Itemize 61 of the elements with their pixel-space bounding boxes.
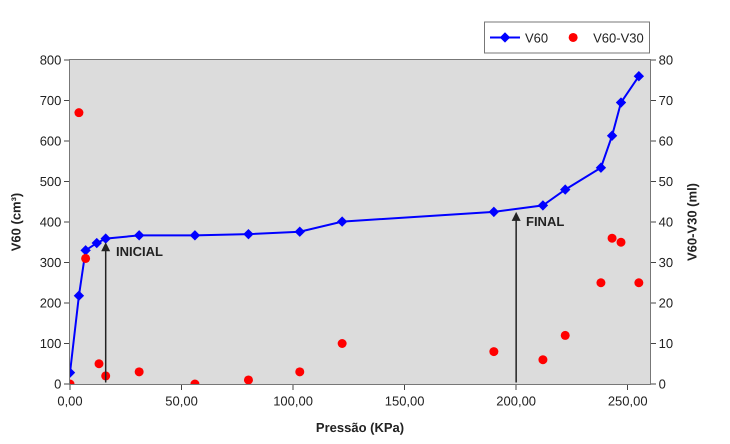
point bbox=[92, 238, 102, 248]
point bbox=[134, 367, 144, 376]
point bbox=[295, 367, 304, 376]
y-tick-label: 700 bbox=[40, 93, 62, 108]
point bbox=[81, 254, 90, 263]
y-tick-label: 800 bbox=[40, 52, 62, 68]
legend-label: V60-V30 bbox=[593, 30, 644, 46]
point bbox=[134, 230, 144, 241]
point bbox=[488, 206, 500, 218]
annotation: FINAL bbox=[526, 214, 564, 229]
point bbox=[338, 339, 347, 348]
y-tick-label: 600 bbox=[40, 134, 62, 149]
point bbox=[294, 226, 305, 237]
y2-tick-label: 30 bbox=[658, 255, 674, 270]
y2-tick-label: 40 bbox=[658, 214, 674, 230]
x-tick-label: 200,00 bbox=[496, 394, 536, 409]
point bbox=[538, 355, 548, 364]
y2-tick-label: 70 bbox=[658, 93, 674, 108]
point bbox=[596, 278, 606, 288]
point bbox=[560, 330, 570, 340]
x-tick-label: 150,00 bbox=[384, 394, 425, 409]
x-tick-label: 50,00 bbox=[165, 394, 198, 409]
y-tick-label: 0 bbox=[54, 376, 62, 392]
y2-axis-title: V60-V30 (ml) bbox=[684, 182, 700, 262]
y-tick-label: 400 bbox=[40, 214, 62, 230]
y2-tick-label: 10 bbox=[658, 336, 674, 352]
point bbox=[608, 234, 617, 243]
point bbox=[634, 71, 644, 82]
point bbox=[634, 278, 644, 288]
x-tick-label: 250,00 bbox=[608, 394, 648, 409]
point bbox=[538, 200, 548, 211]
x-tick-label: 0,00 bbox=[57, 394, 83, 409]
point bbox=[74, 108, 84, 118]
point bbox=[596, 162, 606, 173]
point bbox=[94, 359, 104, 368]
legend-label: V60 bbox=[525, 30, 548, 46]
y-tick-label: 100 bbox=[40, 336, 62, 352]
y2-tick-label: 50 bbox=[658, 174, 674, 190]
y-axis-title: V60 (cm³) bbox=[8, 192, 24, 252]
annotation: INICIAL bbox=[116, 244, 163, 259]
point bbox=[336, 216, 348, 227]
y2-tick-label: 0 bbox=[658, 376, 666, 392]
point bbox=[616, 238, 626, 247]
point bbox=[80, 245, 91, 256]
point bbox=[74, 290, 84, 301]
x-axis-title: Pressão (KPa) bbox=[316, 420, 404, 436]
y-tick-label: 200 bbox=[40, 296, 62, 311]
point bbox=[560, 184, 570, 195]
point bbox=[489, 347, 498, 356]
point bbox=[606, 130, 618, 141]
y2-tick-label: 20 bbox=[658, 296, 674, 311]
point bbox=[243, 228, 254, 240]
x-tick-label: 100,00 bbox=[273, 394, 313, 409]
y-tick-label: 300 bbox=[40, 255, 62, 270]
y-tick-label: 500 bbox=[40, 174, 62, 190]
point bbox=[244, 375, 253, 384]
point bbox=[100, 233, 111, 244]
y2-tick-label: 60 bbox=[658, 134, 674, 149]
point bbox=[190, 230, 200, 241]
y2-tick-label: 80 bbox=[658, 52, 674, 68]
point bbox=[616, 97, 626, 108]
